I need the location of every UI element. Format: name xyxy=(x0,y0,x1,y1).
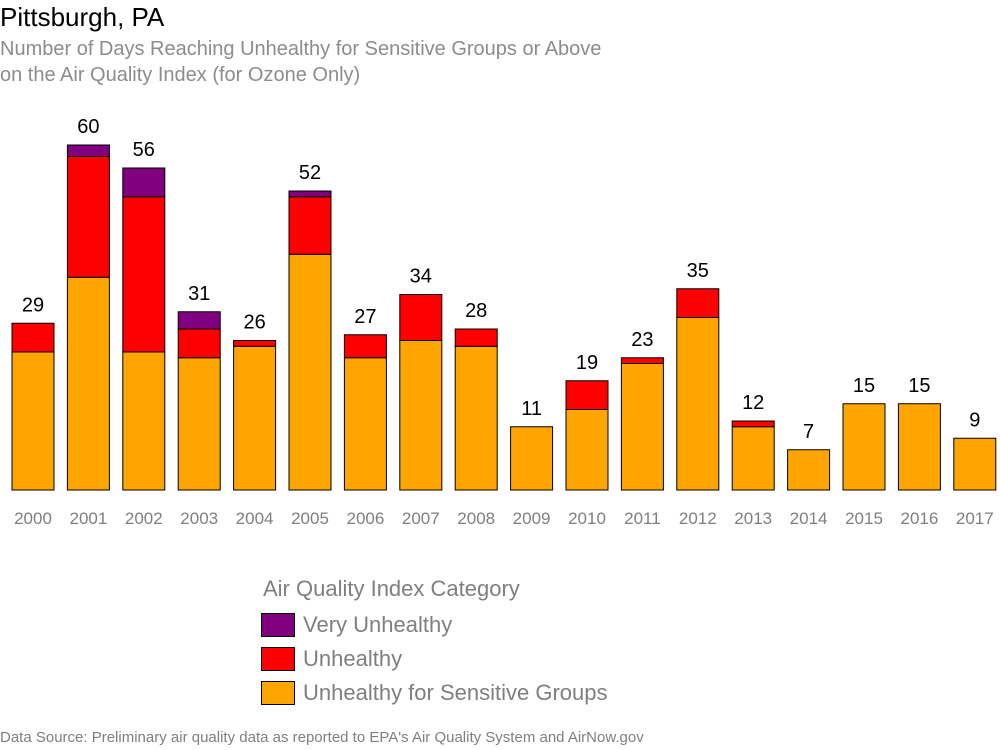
x-tick-label-2003: 2003 xyxy=(180,509,218,528)
bar-segment-2002-unhealthy-for-sensitive-groups xyxy=(122,351,166,491)
bar-segment-2011-unhealthy xyxy=(620,357,664,364)
legend-label-unhealthy: Unhealthy xyxy=(303,646,403,671)
bar-segment-2015-unhealthy-for-sensitive-groups xyxy=(842,403,886,491)
bar-segment-2001-very-unhealthy xyxy=(66,144,110,157)
bar-segment-2005-unhealthy-for-sensitive-groups xyxy=(288,253,332,491)
legend-item-usg: Unhealthy for Sensitive Groups xyxy=(261,680,608,706)
x-tick-label-2007: 2007 xyxy=(402,509,440,528)
x-tick-label-2012: 2012 xyxy=(679,509,717,528)
bar-segment-2013-unhealthy-for-sensitive-groups xyxy=(731,426,775,491)
x-tick-label-2014: 2014 xyxy=(790,509,828,528)
bar-segment-2008-unhealthy-for-sensitive-groups xyxy=(454,345,498,491)
total-label-2012: 35 xyxy=(687,260,709,282)
total-label-2016: 15 xyxy=(908,375,930,397)
x-tick-label-2006: 2006 xyxy=(346,509,384,528)
total-label-2011: 23 xyxy=(631,329,653,351)
legend-label-usg: Unhealthy for Sensitive Groups xyxy=(303,680,608,705)
total-label-2000: 29 xyxy=(22,294,44,316)
chart-subtitle: Number of Days Reaching Unhealthy for Se… xyxy=(0,36,601,88)
total-label-2015: 15 xyxy=(853,375,875,397)
bar-segment-2006-unhealthy-for-sensitive-groups xyxy=(343,357,387,491)
bar-segment-2012-unhealthy xyxy=(676,288,720,318)
total-label-2004: 26 xyxy=(243,312,265,334)
x-tick-label-2010: 2010 xyxy=(568,509,606,528)
total-label-2008: 28 xyxy=(465,300,487,322)
bar-segment-2014-unhealthy-for-sensitive-groups xyxy=(787,449,831,491)
legend-title: Air Quality Index Category xyxy=(263,576,520,601)
x-tick-label-2015: 2015 xyxy=(845,509,883,528)
total-label-2002: 56 xyxy=(133,139,155,161)
bar-segment-2000-unhealthy-for-sensitive-groups xyxy=(11,351,55,491)
bar-segment-2007-unhealthy xyxy=(399,294,443,341)
bar-segment-2001-unhealthy xyxy=(66,156,110,278)
total-label-2006: 27 xyxy=(354,306,376,328)
total-label-2005: 52 xyxy=(299,162,321,184)
bar-segment-2005-very-unhealthy xyxy=(288,190,332,198)
bar-segment-2009-unhealthy-for-sensitive-groups xyxy=(510,426,554,491)
bar-segment-2004-unhealthy-for-sensitive-groups xyxy=(233,345,277,491)
total-label-2001: 60 xyxy=(77,116,99,138)
legend-label-very-unhealthy: Very Unhealthy xyxy=(303,612,453,637)
x-tick-label-2009: 2009 xyxy=(513,509,551,528)
total-label-2017: 9 xyxy=(969,409,980,431)
legend-swatch-very-unhealthy xyxy=(261,613,295,637)
chart-title: Pittsburgh, PA xyxy=(0,2,165,32)
total-label-2003: 31 xyxy=(188,283,210,305)
x-tick-labels-group: 2000 2001 2002 2003 2004 2005 2006 2007 2008 2009… xyxy=(14,509,994,528)
x-tick-label-2017: 2017 xyxy=(956,509,994,528)
x-tick-label-2008: 2008 xyxy=(457,509,495,528)
bar-segment-2004-unhealthy xyxy=(233,340,277,347)
bar-segment-2002-very-unhealthy xyxy=(122,167,166,198)
total-label-2013: 12 xyxy=(742,392,764,414)
x-tick-label-2001: 2001 xyxy=(69,509,107,528)
bar-segment-2008-unhealthy xyxy=(454,328,498,347)
legend-swatch-unhealthy xyxy=(261,647,295,671)
total-label-2007: 34 xyxy=(410,266,432,288)
total-label-2010: 19 xyxy=(576,352,598,374)
bar-segment-2006-unhealthy xyxy=(343,334,387,359)
bar-segment-2017-unhealthy-for-sensitive-groups xyxy=(953,437,997,491)
bar-segment-2010-unhealthy xyxy=(565,380,609,410)
total-labels-group: 29 60 56 31 26 52 27 34 28 11 19 23 35 12 7 15 15 9 xyxy=(22,116,980,443)
legend-item-very-unhealthy: Very Unhealthy xyxy=(261,612,452,638)
subtitle-line-1: Number of Days Reaching Unhealthy for Se… xyxy=(0,38,602,60)
x-tick-label-2004: 2004 xyxy=(236,509,274,528)
legend-swatch-usg xyxy=(261,681,295,705)
bar-segment-2003-unhealthy xyxy=(177,328,221,359)
x-tick-label-2013: 2013 xyxy=(734,509,772,528)
bar-segment-2000-unhealthy xyxy=(11,322,55,353)
x-tick-label-2011: 2011 xyxy=(624,509,661,528)
legend-item-unhealthy: Unhealthy xyxy=(261,646,402,672)
bar-segment-2016-unhealthy-for-sensitive-groups xyxy=(897,403,941,491)
bar-segment-2013-unhealthy xyxy=(731,420,775,428)
x-tick-label-2002: 2002 xyxy=(125,509,163,528)
bar-segment-2010-unhealthy-for-sensitive-groups xyxy=(565,409,609,491)
bars-group xyxy=(11,144,997,491)
bar-segment-2011-unhealthy-for-sensitive-groups xyxy=(620,363,664,491)
x-tick-label-2005: 2005 xyxy=(291,509,329,528)
bar-segment-2005-unhealthy xyxy=(288,196,332,255)
bar-segment-2003-very-unhealthy xyxy=(177,311,221,330)
x-tick-label-2000: 2000 xyxy=(14,509,52,528)
data-source-note: Data Source: Preliminary air quality dat… xyxy=(0,729,644,746)
total-label-2009: 11 xyxy=(521,398,542,420)
bar-segment-2007-unhealthy-for-sensitive-groups xyxy=(399,340,443,491)
bar-segment-2003-unhealthy-for-sensitive-groups xyxy=(177,357,221,491)
total-label-2014: 7 xyxy=(803,421,814,443)
subtitle-line-2: on the Air Quality Index (for Ozone Only… xyxy=(0,64,361,86)
bar-segment-2012-unhealthy-for-sensitive-groups xyxy=(676,317,720,491)
bar-segment-2001-unhealthy-for-sensitive-groups xyxy=(66,276,110,491)
bar-segment-2002-unhealthy xyxy=(122,196,166,353)
x-tick-label-2016: 2016 xyxy=(900,509,938,528)
